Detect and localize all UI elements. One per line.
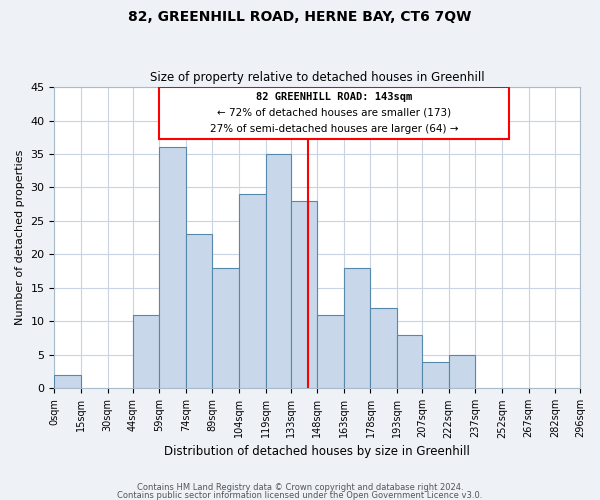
Bar (266, 154, 290, 388)
Text: Contains public sector information licensed under the Open Government Licence v3: Contains public sector information licen… (118, 490, 482, 500)
Bar (186, 234, 212, 388)
Bar (422, 362, 449, 388)
Text: Contains HM Land Registry data © Crown copyright and database right 2024.: Contains HM Land Registry data © Crown c… (137, 484, 463, 492)
Bar (344, 268, 370, 388)
Bar (370, 308, 397, 388)
Bar (133, 314, 159, 388)
Bar (212, 268, 239, 388)
Text: ← 72% of detached houses are smaller (173): ← 72% of detached houses are smaller (17… (217, 107, 451, 117)
X-axis label: Distribution of detached houses by size in Greenhill: Distribution of detached houses by size … (164, 444, 470, 458)
Bar (55, 375, 81, 388)
Y-axis label: Number of detached properties: Number of detached properties (15, 150, 25, 326)
Bar (317, 314, 344, 388)
Bar (159, 148, 186, 388)
Text: 82, GREENHILL ROAD, HERNE BAY, CT6 7QW: 82, GREENHILL ROAD, HERNE BAY, CT6 7QW (128, 10, 472, 24)
Bar (239, 194, 266, 388)
FancyBboxPatch shape (159, 87, 509, 140)
Title: Size of property relative to detached houses in Greenhill: Size of property relative to detached ho… (150, 72, 485, 85)
Bar (290, 201, 317, 388)
Text: 82 GREENHILL ROAD: 143sqm: 82 GREENHILL ROAD: 143sqm (256, 92, 412, 102)
Text: 27% of semi-detached houses are larger (64) →: 27% of semi-detached houses are larger (… (210, 124, 458, 134)
Bar (397, 335, 422, 388)
Bar (449, 355, 475, 388)
